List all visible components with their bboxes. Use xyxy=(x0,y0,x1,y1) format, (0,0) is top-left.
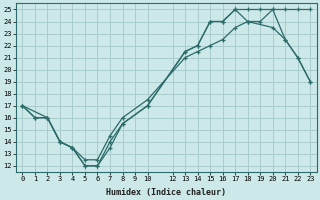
X-axis label: Humidex (Indice chaleur): Humidex (Indice chaleur) xyxy=(106,188,226,197)
